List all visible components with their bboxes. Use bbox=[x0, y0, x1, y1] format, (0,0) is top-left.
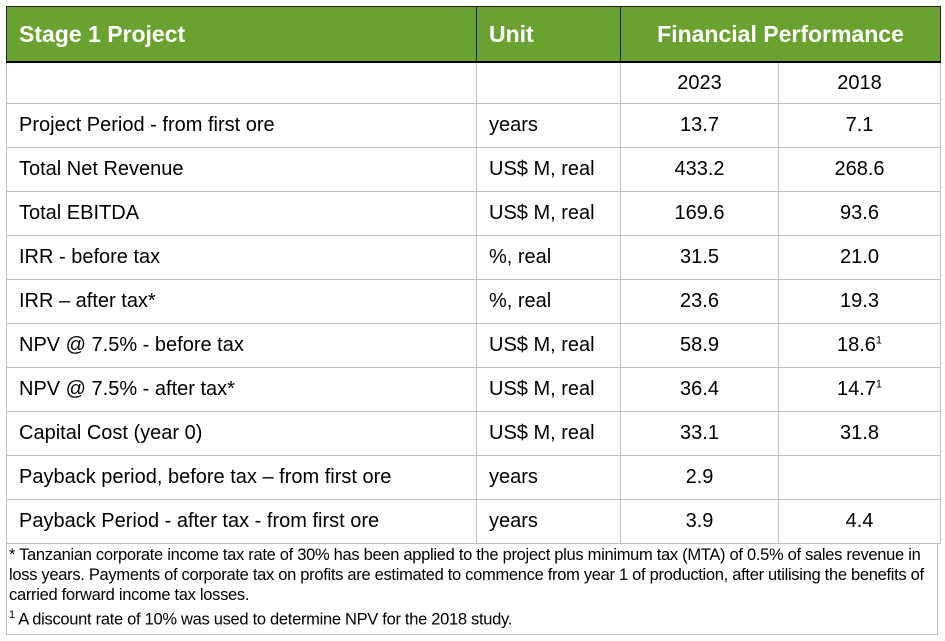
value-2023: 169.6 bbox=[620, 191, 779, 236]
row-unit: US$ M, real bbox=[476, 191, 621, 236]
table-row: NPV @ 7.5% - before tax US$ M, real 58.9… bbox=[6, 323, 942, 368]
value-2018: 14.71 bbox=[777, 367, 942, 412]
row-label: IRR – after tax* bbox=[6, 279, 477, 324]
empty-cell bbox=[476, 61, 621, 104]
table-row: Total Net Revenue US$ M, real 433.2 268.… bbox=[6, 147, 942, 192]
value-2018: 93.6 bbox=[777, 191, 942, 236]
table-row: Total EBITDA US$ M, real 169.6 93.6 bbox=[6, 191, 942, 236]
footnote-marker: 1 bbox=[875, 334, 883, 347]
row-unit: %, real bbox=[476, 235, 621, 280]
footnote-star: * Tanzanian corporate income tax rate of… bbox=[9, 546, 924, 604]
year-row: 2023 2018 bbox=[6, 61, 942, 104]
row-unit: US$ M, real bbox=[476, 147, 621, 192]
table-row: IRR - before tax %, real 31.5 21.0 bbox=[6, 235, 942, 280]
table-row: NPV @ 7.5% - after tax* US$ M, real 36.4… bbox=[6, 367, 942, 412]
row-unit: %, real bbox=[476, 279, 621, 324]
empty-cell bbox=[6, 61, 477, 104]
header-performance: Financial Performance bbox=[619, 6, 942, 63]
value-2023: 13.7 bbox=[620, 103, 779, 148]
row-unit: US$ M, real bbox=[476, 323, 621, 368]
table-row: Payback Period - after tax - from first … bbox=[6, 499, 942, 544]
row-unit: years bbox=[476, 103, 621, 148]
value-2023: 2.9 bbox=[620, 455, 779, 500]
year-2023: 2023 bbox=[620, 61, 779, 104]
row-label: NPV @ 7.5% - after tax* bbox=[6, 367, 477, 412]
value-2023: 33.1 bbox=[620, 411, 779, 456]
value-2023: 23.6 bbox=[620, 279, 779, 324]
table-row: IRR – after tax* %, real 23.6 19.3 bbox=[6, 279, 942, 324]
value-2023: 31.5 bbox=[620, 235, 779, 280]
value-2018: 18.61 bbox=[777, 323, 942, 368]
header-row: Stage 1 Project Unit Financial Performan… bbox=[6, 6, 942, 63]
value-2018: 19.3 bbox=[777, 279, 942, 324]
row-label: NPV @ 7.5% - before tax bbox=[6, 323, 477, 368]
year-2018: 2018 bbox=[777, 61, 942, 104]
table-row: Project Period - from first ore years 13… bbox=[6, 103, 942, 148]
row-unit: US$ M, real bbox=[476, 367, 621, 412]
value-2023: 433.2 bbox=[620, 147, 779, 192]
value-2018: 7.1 bbox=[777, 103, 942, 148]
value-2018: 31.8 bbox=[777, 411, 942, 456]
footnote-marker: 1 bbox=[875, 378, 883, 391]
row-label: Capital Cost (year 0) bbox=[6, 411, 477, 456]
header-project: Stage 1 Project bbox=[6, 6, 477, 63]
row-label: Total Net Revenue bbox=[6, 147, 477, 192]
value-2023: 58.9 bbox=[620, 323, 779, 368]
header-unit: Unit bbox=[476, 6, 621, 63]
row-label: Payback Period - after tax - from first … bbox=[6, 499, 477, 544]
table-row: Capital Cost (year 0) US$ M, real 33.1 3… bbox=[6, 411, 942, 456]
row-label: Payback period, before tax – from first … bbox=[6, 455, 477, 500]
row-unit: US$ M, real bbox=[476, 411, 621, 456]
footnotes: * Tanzanian corporate income tax rate of… bbox=[6, 543, 938, 635]
row-label: Total EBITDA bbox=[6, 191, 477, 236]
value-2018 bbox=[777, 455, 942, 500]
row-label: IRR - before tax bbox=[6, 235, 477, 280]
value-2018: 4.4 bbox=[777, 499, 942, 544]
row-unit: years bbox=[476, 499, 621, 544]
row-label: Project Period - from first ore bbox=[6, 103, 477, 148]
row-unit: years bbox=[476, 455, 621, 500]
value-2023: 3.9 bbox=[620, 499, 779, 544]
financial-performance-table: Stage 1 Project Unit Financial Performan… bbox=[6, 6, 942, 544]
value-2018: 268.6 bbox=[777, 147, 942, 192]
value-2023: 36.4 bbox=[620, 367, 779, 412]
footnote-one: 1 A discount rate of 10% was used to det… bbox=[9, 609, 513, 629]
table-row: Payback period, before tax – from first … bbox=[6, 455, 942, 500]
value-2018: 21.0 bbox=[777, 235, 942, 280]
